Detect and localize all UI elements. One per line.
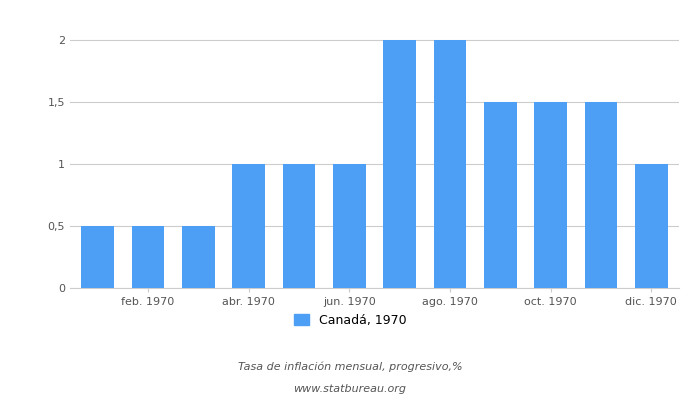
Text: www.statbureau.org: www.statbureau.org bbox=[293, 384, 407, 394]
Text: Tasa de inflación mensual, progresivo,%: Tasa de inflación mensual, progresivo,% bbox=[238, 362, 462, 372]
Bar bbox=[182, 226, 215, 288]
Bar bbox=[584, 102, 617, 288]
Bar bbox=[384, 40, 416, 288]
Bar bbox=[635, 164, 668, 288]
Bar bbox=[283, 164, 316, 288]
Legend: Canadá, 1970: Canadá, 1970 bbox=[288, 309, 412, 332]
Bar bbox=[132, 226, 164, 288]
Bar bbox=[484, 102, 517, 288]
Bar bbox=[534, 102, 567, 288]
Bar bbox=[333, 164, 365, 288]
Bar bbox=[232, 164, 265, 288]
Bar bbox=[81, 226, 114, 288]
Bar bbox=[433, 40, 466, 288]
